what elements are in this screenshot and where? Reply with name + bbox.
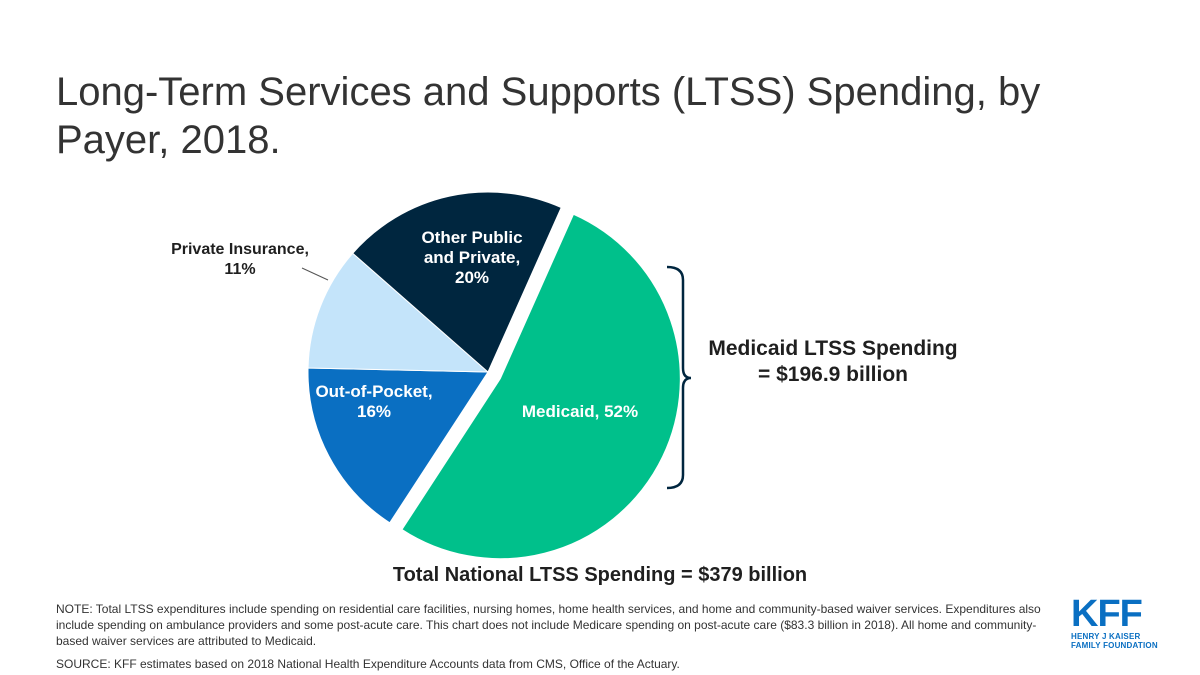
slice-label-medicaid: Medicaid, 52% bbox=[521, 402, 639, 421]
slice-label-out-of-pocket: Out-of-Pocket, 16% bbox=[315, 382, 433, 421]
chart-source: SOURCE: KFF estimates based on 2018 Nati… bbox=[56, 657, 680, 671]
private-insurance-leader-line bbox=[301, 267, 329, 281]
kff-logo: KFF HENRY J KAISER FAMILY FOUNDATION bbox=[1071, 593, 1161, 650]
kff-logo-mark: KFF bbox=[1071, 593, 1143, 635]
slice-out-of-pocket bbox=[307, 367, 489, 524]
slice-other-public-private bbox=[352, 191, 562, 373]
slice-label-private-insurance: Private Insurance, 11% bbox=[171, 241, 309, 278]
chart-note: NOTE: Total LTSS expenditures include sp… bbox=[56, 602, 1041, 648]
slice-private-insurance bbox=[307, 252, 490, 373]
total-spending: Total National LTSS Spending = $379 bill… bbox=[392, 564, 808, 586]
slice-medicaid bbox=[401, 213, 681, 560]
callout-line-1: Medicaid LTSS Spending bbox=[708, 337, 958, 360]
medicaid-bracket bbox=[666, 265, 692, 490]
slice-label-other-public-private: Other Public and Private, 20% bbox=[421, 228, 523, 287]
callout-line-2: = $196.9 billion bbox=[758, 363, 908, 386]
kff-logo-line-1: HENRY J KAISER bbox=[1071, 632, 1141, 641]
medicaid-spending-callout: Medicaid LTSS Spending = $196.9 billion bbox=[688, 336, 978, 388]
chart-title: Long-Term Services and Supports (LTSS) S… bbox=[56, 70, 1041, 162]
kff-logo-line-2: FAMILY FOUNDATION bbox=[1071, 641, 1158, 650]
